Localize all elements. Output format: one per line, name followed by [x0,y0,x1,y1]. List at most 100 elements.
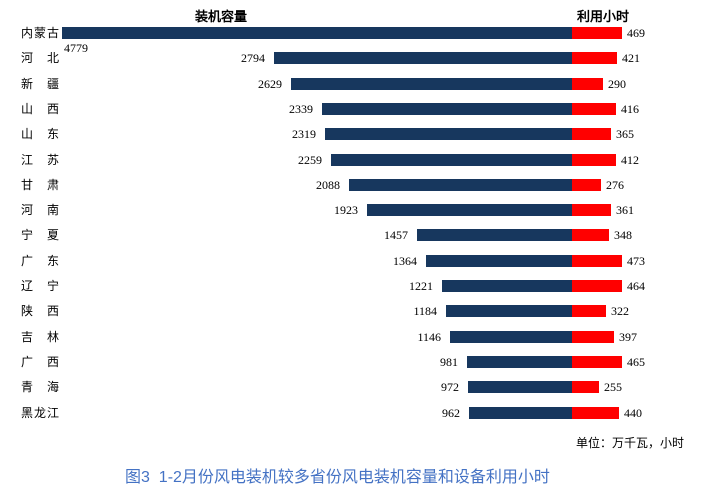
capacity-bar [331,153,572,166]
hours-bar [572,153,616,166]
province-label: 河北 [21,51,59,66]
capacity-value: 2259 [298,152,322,167]
bar-row: 广西 981 465 [0,354,702,386]
hours-value: 473 [627,253,645,268]
hours-bar [572,102,616,115]
capacity-bar [450,330,572,343]
capacity-bar [467,355,572,368]
capacity-value: 2088 [316,177,340,192]
bar-row: 河北 2794 421 [0,52,702,82]
capacity-value: 2629 [258,76,282,91]
hours-bar [572,229,609,242]
capacity-bar [322,102,572,115]
figure-caption: 图3 1-2月份风电装机较多省份风电装机容量和设备利用小时 [125,469,550,486]
province-label: 陕西 [21,304,59,319]
hours-bar [572,178,601,191]
capacity-bar [62,27,572,39]
bar-row: 河南 1923 361 [0,204,702,234]
hours-value: 322 [611,304,629,319]
capacity-value: 1184 [413,304,437,319]
province-label: 宁夏 [21,228,59,243]
bar-row: 山西 2339 416 [0,101,702,133]
bar-row: 内蒙古 4779 469 [0,27,702,57]
capacity-value: 972 [441,380,459,395]
capacity-value: 962 [442,405,460,420]
capacity-value: 2339 [289,101,313,116]
hours-value: 348 [614,228,632,243]
hours-value: 365 [616,127,634,142]
capacity-bar [349,178,572,191]
bar-row: 广东 1364 473 [0,253,702,285]
province-label: 广西 [21,354,59,369]
province-label: 黑龙江 [21,405,59,420]
hours-value: 416 [621,101,639,116]
hours-bar [572,128,611,141]
hours-bar [572,204,611,217]
capacity-bar [367,204,572,217]
hours-value: 440 [624,405,642,420]
hours-value: 412 [621,152,639,167]
province-label: 河南 [21,203,59,218]
capacity-bar [417,229,572,242]
capacity-value: 2319 [292,127,316,142]
hours-value: 469 [627,26,645,40]
capacity-bar [291,77,572,90]
province-label: 山东 [21,127,59,142]
hours-bar [572,280,622,292]
hours-value: 465 [627,354,645,369]
province-label: 内蒙古 [21,26,59,40]
capacity-bar [469,406,572,419]
capacity-value: 1221 [409,279,433,293]
hours-value: 464 [627,279,645,293]
capacity-bar [442,280,572,292]
bar-row: 江苏 2259 412 [0,152,702,184]
capacity-bar [426,254,572,267]
province-label: 新疆 [21,76,59,91]
hours-bar [572,381,599,394]
hours-bar [572,254,622,267]
bar-row: 青海 972 255 [0,381,702,411]
capacity-value: 981 [440,354,458,369]
bar-row: 辽宁 1221 464 [0,280,702,310]
province-label: 山西 [21,101,59,116]
bar-row: 甘肃 2088 276 [0,177,702,209]
right-series-title: 利用小时 [577,9,630,24]
hours-bar [572,52,617,65]
capacity-value: 1364 [393,253,417,268]
bar-row: 山东 2319 365 [0,128,702,158]
province-label: 青海 [21,380,59,395]
capacity-bar [468,381,572,394]
province-label: 广东 [21,253,59,268]
bar-row: 新疆 2629 290 [0,76,702,108]
capacity-value: 1923 [334,203,358,218]
capacity-bar [325,128,572,141]
capacity-value: 1457 [384,228,408,243]
hours-bar [572,27,622,39]
hours-bar [572,305,606,318]
capacity-bar [446,305,572,318]
hours-value: 255 [604,380,622,395]
bar-row: 宁夏 1457 348 [0,229,702,259]
province-label: 江苏 [21,152,59,167]
hours-bar [572,406,619,419]
hours-value: 397 [619,329,637,344]
hours-value: 276 [606,177,624,192]
province-label: 甘肃 [21,177,59,192]
capacity-bar [274,52,572,65]
bar-row: 陕西 1184 322 [0,305,702,335]
hours-value: 361 [616,203,634,218]
left-series-title: 装机容量 [195,9,248,24]
capacity-value: 1146 [417,329,441,344]
capacity-value: 4779 [64,41,88,55]
province-label: 辽宁 [21,279,59,293]
province-label: 吉林 [21,329,59,344]
hours-value: 421 [622,51,640,66]
hours-value: 290 [608,76,626,91]
hours-bar [572,355,622,368]
capacity-value: 2794 [241,51,265,66]
hours-bar [572,330,614,343]
unit-note: 单位：万千瓦，小时 [575,436,684,450]
bar-row: 吉林 1146 397 [0,329,702,361]
hours-bar [572,77,603,90]
